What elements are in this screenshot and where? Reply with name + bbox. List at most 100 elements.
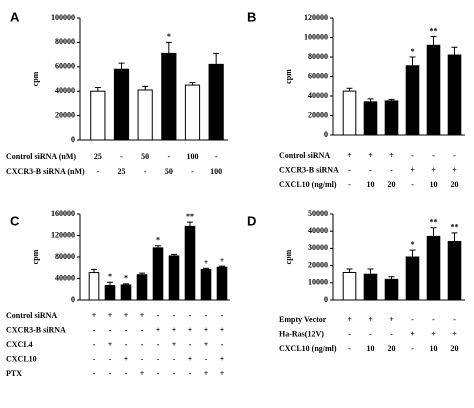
condition-value: -: [411, 315, 414, 324]
condition-value: -: [125, 325, 128, 334]
y-tick-label: 100000: [304, 32, 328, 41]
bar: [104, 284, 116, 301]
y-tick-label: 60000: [308, 71, 328, 80]
condition-value: -: [411, 151, 414, 160]
significance-mark: *: [411, 240, 415, 249]
condition-value: +: [108, 340, 113, 349]
y-tick-label: 50000: [308, 209, 328, 218]
bar: [90, 90, 106, 141]
condition-value: -: [215, 152, 218, 161]
condition-value: +: [92, 311, 97, 320]
condition-value: -: [93, 369, 96, 378]
condition-value: +: [368, 151, 373, 160]
condition-value: +: [108, 311, 113, 320]
condition-value: -: [96, 167, 99, 176]
bar: [342, 90, 357, 136]
significance-mark: **: [451, 223, 459, 232]
error-bar: [346, 87, 353, 92]
condition-value: +: [140, 311, 145, 320]
condition-value: 50: [141, 152, 149, 161]
error-bar: [409, 56, 416, 66]
error-bar: [213, 52, 220, 65]
condition-value: -: [173, 354, 176, 363]
condition-value: -: [167, 152, 170, 161]
significance-mark: **: [186, 212, 194, 221]
error-bar: [430, 36, 437, 46]
error-bar: [171, 253, 177, 256]
condition-value: -: [453, 315, 456, 324]
y-axis-label: cpm: [31, 249, 40, 264]
y-tick-label: 20000: [308, 260, 328, 269]
condition-value: +: [431, 165, 436, 174]
condition-value: -: [205, 311, 208, 320]
significance-mark: **: [430, 26, 438, 35]
panel-label: A: [10, 9, 20, 24]
condition-value: +: [172, 340, 177, 349]
condition-value: +: [204, 340, 209, 349]
bar: [152, 247, 164, 301]
condition-value: -: [453, 151, 456, 160]
condition-value: 25: [118, 167, 126, 176]
condition-label: CXCL10 (ng/ml): [279, 344, 337, 353]
condition-value: -: [390, 329, 393, 338]
condition-value: 100: [210, 167, 222, 176]
condition-value: -: [369, 329, 372, 338]
condition-label: Control siRNA: [6, 311, 57, 320]
bar: [426, 44, 441, 136]
condition-value: +: [140, 369, 145, 378]
y-tick-label: 80000: [55, 37, 75, 46]
y-tick-label: 0: [324, 295, 328, 304]
condition-value: -: [141, 325, 144, 334]
condition-label: Control siRNA: [279, 151, 330, 160]
condition-value: -: [141, 340, 144, 349]
condition-value: -: [348, 329, 351, 338]
condition-value: +: [368, 315, 373, 324]
bar: [426, 235, 441, 301]
condition-value: 10: [367, 180, 375, 189]
condition-value: -: [125, 340, 128, 349]
bar: [405, 65, 420, 136]
significance-mark: +: [220, 256, 225, 265]
significance-mark: *: [411, 47, 415, 56]
error-bar: [451, 232, 458, 242]
condition-value: +: [452, 329, 457, 338]
condition-value: -: [157, 340, 160, 349]
condition-value: -: [157, 369, 160, 378]
bar: [208, 63, 224, 141]
error-bar: [388, 98, 395, 101]
condition-value: +: [204, 325, 209, 334]
condition-label: CXCR3-B siRNA: [279, 165, 339, 174]
significance-mark: *: [156, 236, 160, 245]
error-bar: [430, 227, 437, 237]
error-bar: [107, 281, 113, 286]
bar: [363, 273, 378, 301]
y-tick-label: 40000: [308, 91, 328, 100]
bar: [384, 100, 399, 136]
panel-label: D: [247, 213, 256, 228]
y-tick-label: 40000: [55, 86, 75, 95]
condition-label: CXCL4: [6, 340, 33, 349]
y-tick-label: 0: [71, 295, 75, 304]
error-bar: [187, 221, 193, 227]
condition-value: -: [93, 354, 96, 363]
error-bar: [118, 62, 125, 70]
condition-value: -: [93, 325, 96, 334]
error-bar: [139, 272, 145, 275]
condition-label: PTX: [6, 369, 22, 378]
y-axis-label: cpm: [284, 249, 293, 264]
condition-value: -: [221, 340, 224, 349]
bar: [447, 241, 462, 301]
condition-value: +: [389, 151, 394, 160]
condition-value: -: [369, 165, 372, 174]
condition-value: -: [125, 369, 128, 378]
error-bar: [91, 268, 97, 273]
condition-value: +: [347, 315, 352, 324]
condition-value: 20: [388, 344, 396, 353]
y-tick-label: 10000: [308, 278, 328, 287]
error-bar: [189, 82, 196, 86]
condition-value: -: [348, 344, 351, 353]
y-tick-label: 0: [71, 135, 75, 144]
bar: [113, 68, 130, 141]
y-tick-label: 20000: [55, 110, 75, 119]
